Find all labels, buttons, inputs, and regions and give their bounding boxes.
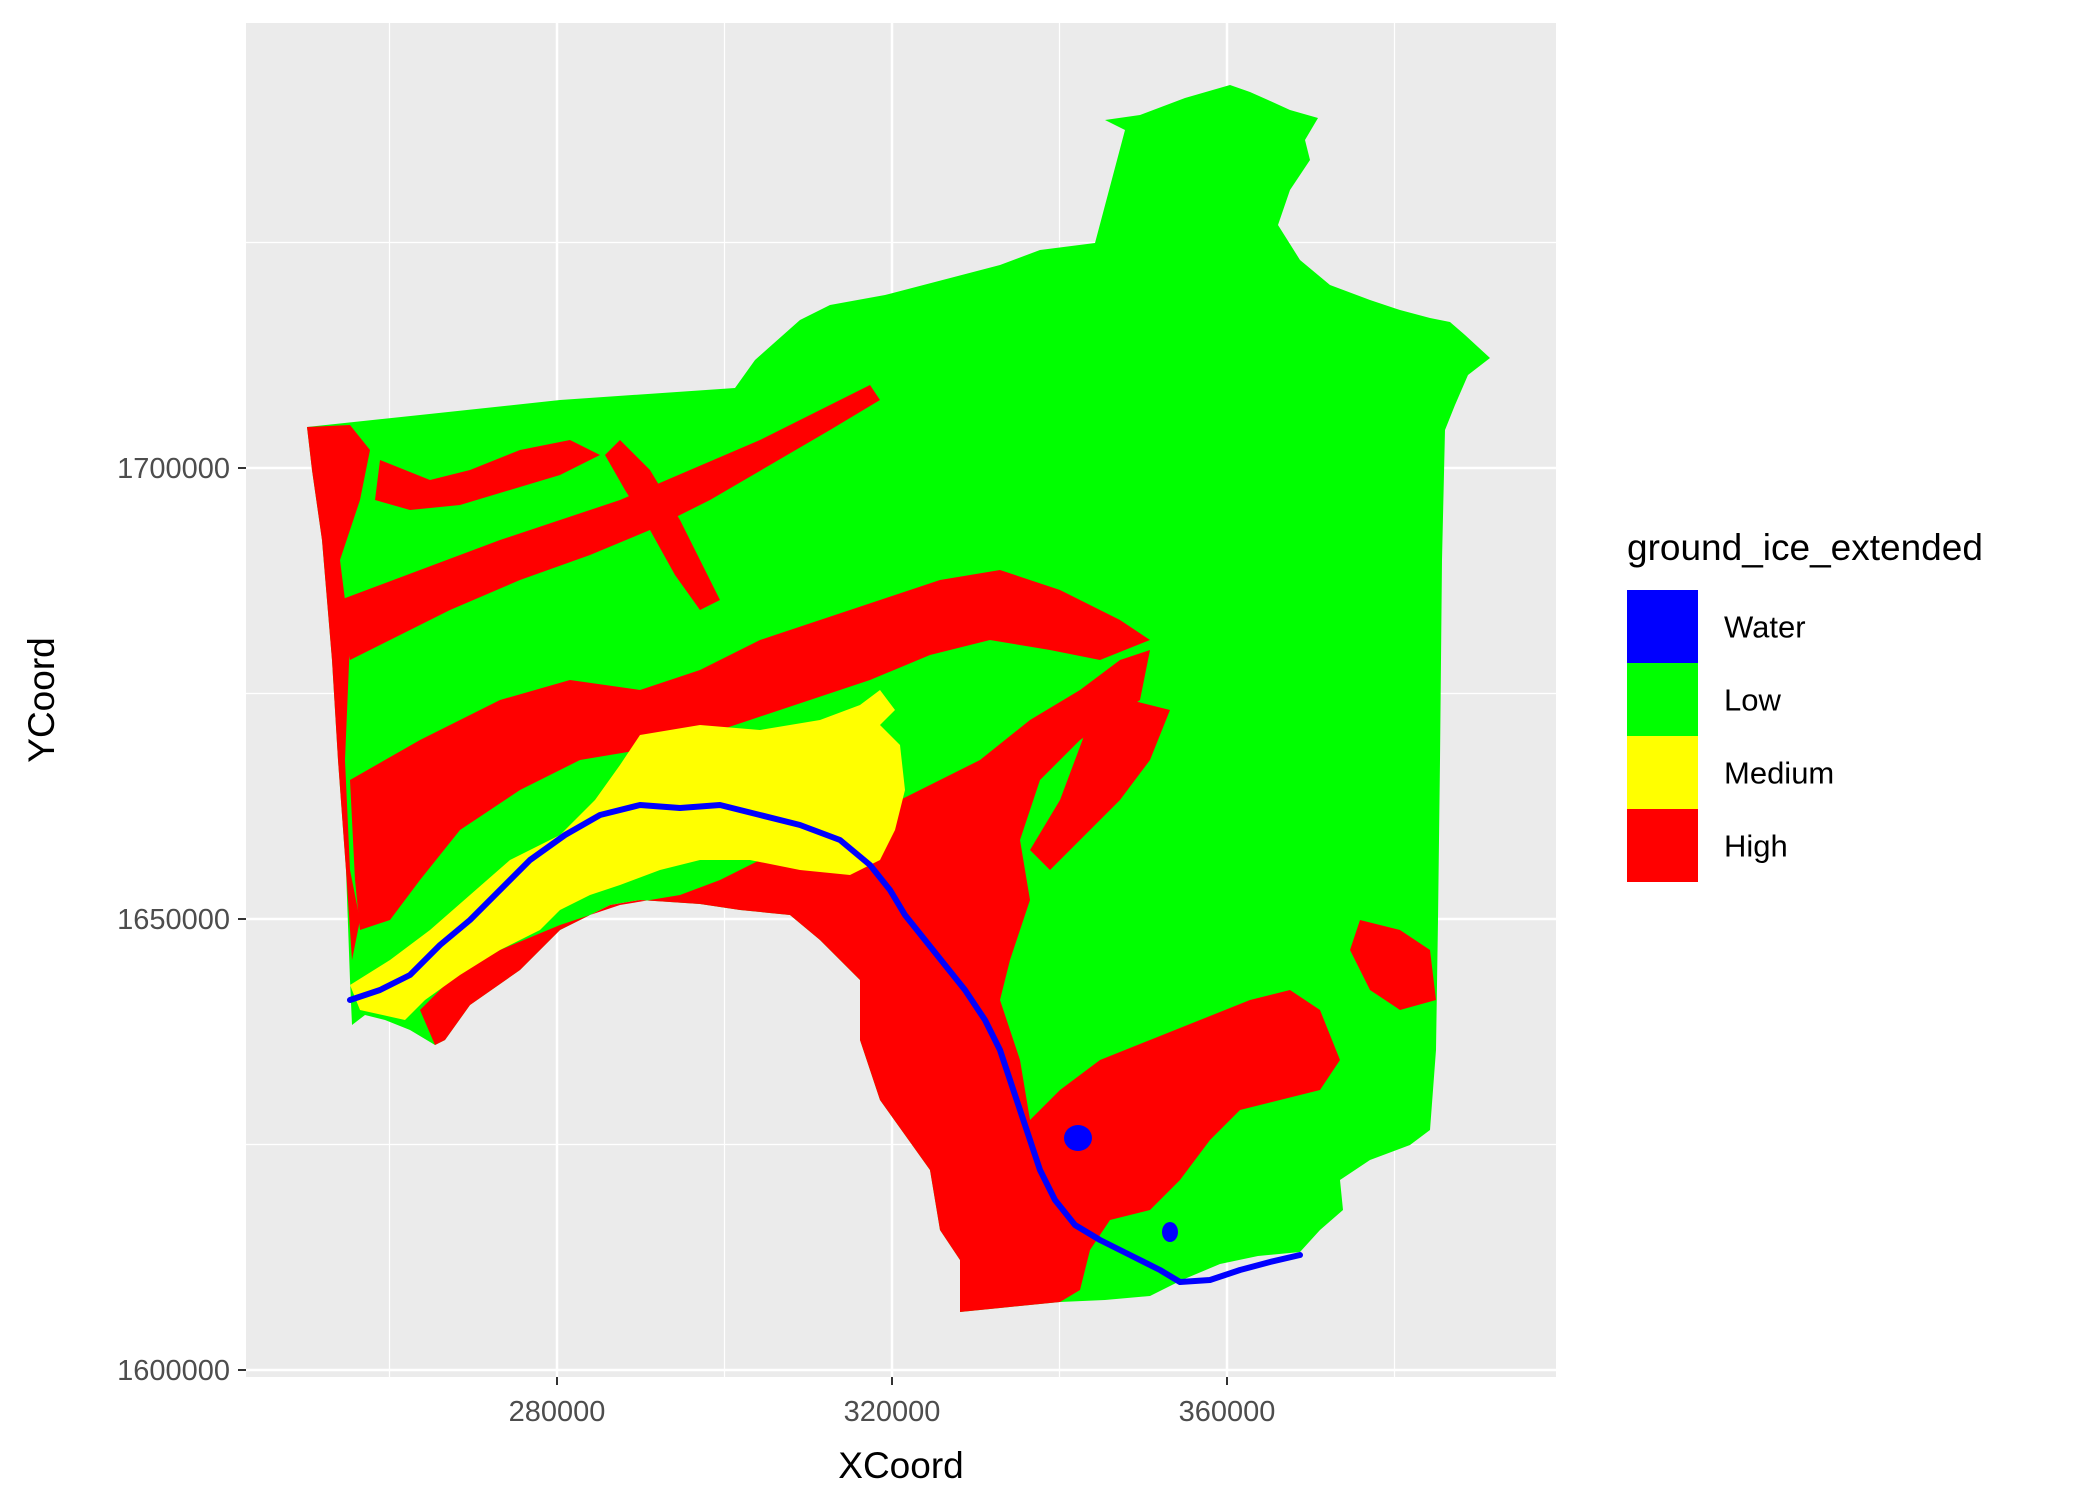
- region-high-valley-north-2: [375, 440, 600, 510]
- legend-key-medium: [1627, 736, 1698, 809]
- ground-ice-raster: [307, 85, 1490, 1312]
- y-axis-title: YCoord: [21, 637, 62, 762]
- x-tick-label: 280000: [509, 1396, 606, 1428]
- legend-label-low: Low: [1724, 683, 1781, 718]
- legend: ground_ice_extended Water Low Medium High: [1627, 527, 1983, 882]
- region-high-west: [307, 425, 370, 960]
- y-axis: 1600000 1650000 1700000: [117, 453, 246, 1387]
- region-medium: [350, 690, 905, 1020]
- legend-title: ground_ice_extended: [1627, 527, 1983, 568]
- region-high-valley-mid: [350, 570, 1150, 930]
- legend-label-medium: Medium: [1724, 756, 1834, 791]
- region-water-river: [347, 802, 1303, 1285]
- region-high-south: [420, 650, 1340, 1312]
- y-tick-label: 1700000: [117, 453, 230, 485]
- region-high-valley-east: [1030, 700, 1170, 870]
- x-axis: 280000 320000 360000: [509, 1377, 1276, 1428]
- legend-key-low: [1627, 663, 1698, 736]
- region-high-valley-north-3: [605, 440, 720, 610]
- legend-key-water: [1627, 590, 1698, 663]
- y-tick-label: 1600000: [117, 1355, 230, 1387]
- x-axis-title: XCoord: [838, 1445, 963, 1486]
- x-tick-label: 320000: [844, 1396, 941, 1428]
- region-water-lake-1: [1064, 1125, 1092, 1151]
- x-tick-label: 360000: [1179, 1396, 1276, 1428]
- region-water-lake-2: [1162, 1222, 1178, 1242]
- region-high-valley-north-1: [340, 385, 880, 660]
- legend-label-high: High: [1724, 829, 1788, 864]
- y-tick-label: 1650000: [117, 904, 230, 936]
- legend-label-water: Water: [1724, 610, 1806, 645]
- legend-key-high: [1627, 809, 1698, 882]
- region-high-east-edge: [1350, 920, 1436, 1010]
- region-low: [307, 85, 1490, 1312]
